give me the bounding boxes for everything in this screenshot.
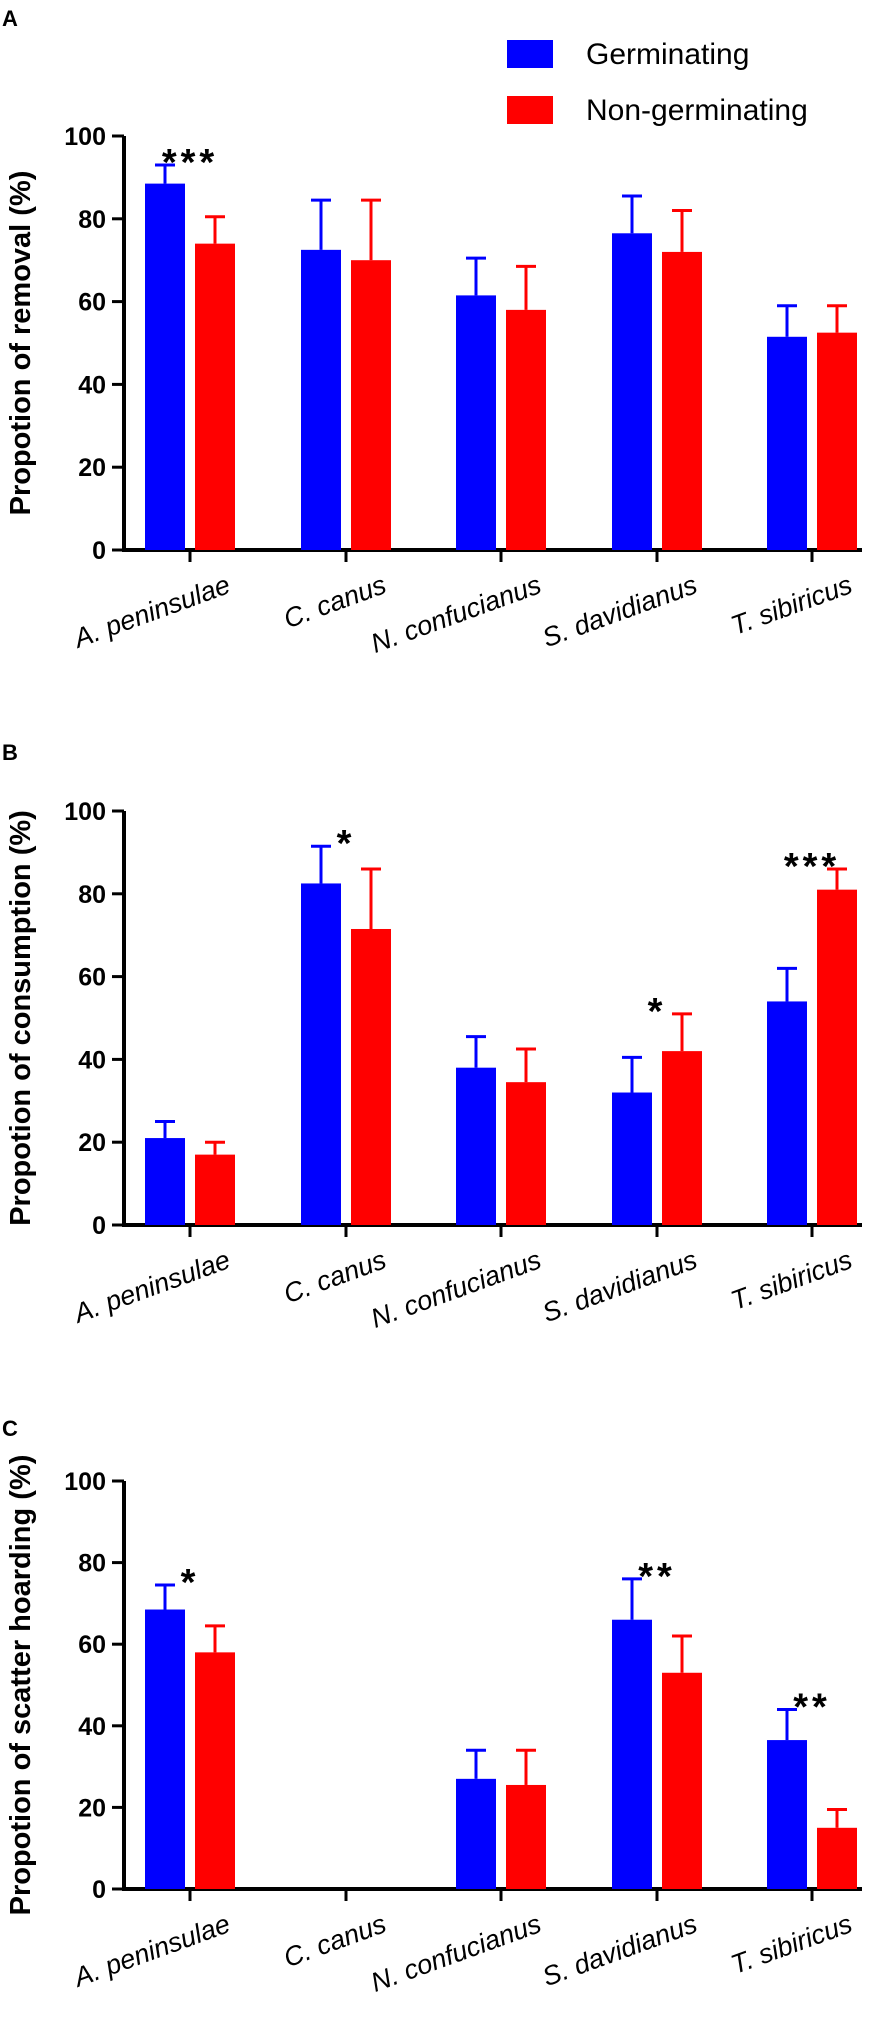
- bar-non-germinating: [195, 1154, 235, 1225]
- bar-germinating: [767, 336, 807, 550]
- y-tick-label: 100: [64, 798, 106, 826]
- x-tick-label: C. canus: [280, 1244, 390, 1309]
- bar-germinating: [301, 883, 341, 1225]
- bar-non-germinating: [506, 309, 546, 550]
- bar-germinating: [456, 1067, 496, 1225]
- significance-marker: **: [793, 1686, 831, 1728]
- bar-non-germinating: [506, 1082, 546, 1225]
- panel-label: C: [2, 1416, 18, 1441]
- y-tick-label: 40: [78, 371, 106, 399]
- y-axis-label: Propotion of removal (%): [5, 171, 37, 516]
- bar-germinating: [767, 1740, 807, 1889]
- legend-label-germinating: Germinating: [586, 38, 749, 71]
- y-tick-label: 80: [78, 206, 106, 234]
- x-tick-label: S. davidianus: [538, 1908, 701, 1992]
- y-tick-label: 80: [78, 1550, 106, 1578]
- panel-label: A: [2, 6, 18, 31]
- significance-marker: ***: [784, 846, 840, 888]
- x-tick-label: S. davidianus: [538, 1244, 701, 1328]
- panel-c-chart: C Propotion of scatter hoarding (%) 0 20 40 6…: [2, 1416, 862, 1998]
- y-tick-label: 40: [78, 1046, 106, 1074]
- bar-germinating: [145, 1138, 185, 1225]
- bar-germinating: [767, 1001, 807, 1225]
- x-tick-label: A. peninsulae: [68, 1244, 234, 1329]
- bar-non-germinating: [817, 889, 857, 1225]
- legend: Germinating Non-germinating: [507, 38, 808, 127]
- bar-non-germinating: [662, 251, 702, 551]
- significance-marker: *: [337, 823, 356, 865]
- bar-non-germinating: [817, 1827, 857, 1889]
- y-tick-label: 20: [78, 1794, 106, 1822]
- legend-swatch-germinating: [507, 40, 553, 68]
- bar-non-germinating: [195, 243, 235, 550]
- y-axis-label: Propotion of scatter hoarding (%): [5, 1455, 37, 1916]
- y-tick-label: 80: [78, 881, 106, 909]
- y-tick-label: 60: [78, 1631, 106, 1659]
- x-tick-label: C. canus: [280, 1908, 390, 1973]
- y-tick-label: 60: [78, 289, 106, 317]
- significance-marker: ***: [162, 142, 218, 184]
- bar-non-germinating: [817, 332, 857, 550]
- significance-marker: *: [181, 1562, 200, 1604]
- x-tick-label: N. confucianus: [367, 1908, 545, 1997]
- bar-germinating: [612, 1092, 652, 1225]
- bar-germinating: [301, 249, 341, 550]
- panel-b-chart: B Propotion of consumption (%) 0 20 40 60 80 10…: [2, 740, 862, 1334]
- bar-non-germinating: [662, 1672, 702, 1889]
- x-tick-label: T. sibiricus: [727, 1908, 856, 1979]
- y-tick-label: 40: [78, 1713, 106, 1741]
- y-tick-label: 20: [78, 1129, 106, 1157]
- x-tick-label: N. confucianus: [367, 569, 545, 658]
- panel-label: B: [2, 740, 18, 765]
- x-tick-label: T. sibiricus: [727, 1244, 856, 1315]
- x-tick-label: S. davidianus: [538, 569, 701, 653]
- bar-germinating: [612, 233, 652, 551]
- bar-germinating: [456, 295, 496, 550]
- y-tick-label: 0: [92, 537, 106, 565]
- y-tick-label: 100: [64, 123, 106, 151]
- x-tick-label: C. canus: [280, 569, 390, 634]
- bar-non-germinating: [195, 1652, 235, 1889]
- bar-non-germinating: [506, 1784, 546, 1889]
- legend-label-non-germinating: Non-germinating: [586, 94, 808, 127]
- x-tick-label: A. peninsulae: [68, 569, 234, 654]
- y-tick-label: 0: [92, 1876, 106, 1904]
- significance-marker: *: [648, 991, 667, 1033]
- y-tick-label: 20: [78, 454, 106, 482]
- y-tick-label: 0: [92, 1212, 106, 1240]
- x-tick-label: A. peninsulae: [68, 1908, 234, 1993]
- y-axis-label: Propotion of consumption (%): [5, 810, 37, 1226]
- bar-germinating: [145, 1609, 185, 1889]
- legend-swatch-non-germinating: [507, 96, 553, 124]
- y-tick-label: 60: [78, 964, 106, 992]
- x-tick-label: T. sibiricus: [727, 569, 856, 640]
- bar-non-germinating: [662, 1051, 702, 1225]
- bar-germinating: [145, 183, 185, 551]
- bar-germinating: [456, 1778, 496, 1889]
- bar-non-germinating: [351, 260, 391, 550]
- bar-germinating: [612, 1619, 652, 1889]
- y-tick-label: 100: [64, 1468, 106, 1496]
- x-tick-label: N. confucianus: [367, 1244, 545, 1333]
- significance-marker: **: [638, 1556, 676, 1598]
- bar-non-germinating: [351, 928, 391, 1225]
